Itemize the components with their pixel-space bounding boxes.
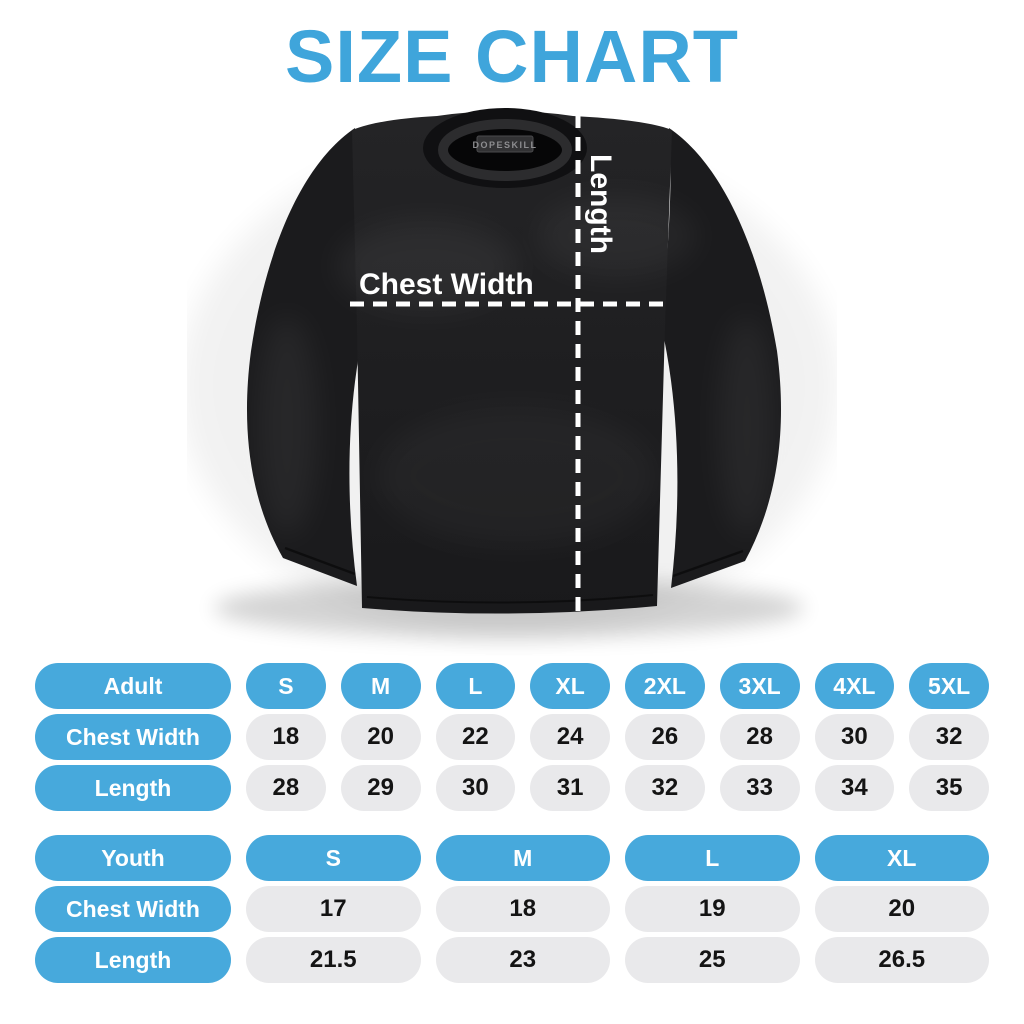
size-col-pill: 2XL [625, 663, 705, 709]
size-col-pill: M [435, 835, 610, 881]
adult-size-table: Adult S M L XL 2XL 3XL 4XL 5XL Chest Wid… [35, 663, 989, 811]
value-pill: 33 [719, 765, 800, 811]
measure-label-pill: Length [35, 765, 231, 811]
chest-width-label: Chest Width [359, 268, 534, 301]
value-pill: 17 [246, 886, 421, 932]
size-col-pill: 4XL [814, 663, 895, 709]
value-pill: 32 [909, 714, 989, 760]
size-col-pill: S [246, 835, 421, 881]
value-pill: 28 [719, 714, 800, 760]
value-pill: 21.5 [246, 937, 421, 983]
value-pill: 18 [246, 714, 326, 760]
shirt-figure: DOPESKILL Chest Width Length [187, 96, 837, 656]
value-pill: 25 [625, 937, 800, 983]
size-col-pill: 3XL [719, 663, 800, 709]
size-col-pill: XL [530, 663, 610, 709]
value-pill: 22 [435, 714, 516, 760]
value-pill: 20 [814, 886, 989, 932]
size-col-pill: 5XL [909, 663, 989, 709]
value-pill: 20 [340, 714, 421, 760]
value-pill: 30 [814, 714, 895, 760]
value-pill: 34 [814, 765, 895, 811]
value-pill: 32 [625, 765, 705, 811]
size-col-pill: L [625, 835, 800, 881]
value-pill: 19 [625, 886, 800, 932]
value-pill: 31 [530, 765, 610, 811]
value-pill: 29 [340, 765, 421, 811]
collar-tag-label: DOPESKILL [472, 140, 537, 150]
measure-label-pill: Chest Width [35, 886, 231, 932]
value-pill: 18 [435, 886, 610, 932]
size-col-pill: S [246, 663, 326, 709]
size-col-pill: M [340, 663, 421, 709]
value-pill: 30 [435, 765, 516, 811]
length-label: Length [584, 154, 617, 254]
value-pill: 23 [435, 937, 610, 983]
right-cuff-seam [672, 549, 744, 578]
adult-header-pill: Adult [35, 663, 231, 709]
value-pill: 24 [530, 714, 610, 760]
value-pill: 26 [625, 714, 705, 760]
value-pill: 26.5 [814, 937, 989, 983]
measure-label-pill: Length [35, 937, 231, 983]
youth-header-pill: Youth [35, 835, 231, 881]
left-cuff-seam [284, 546, 356, 576]
youth-size-table: Youth S M L XL Chest Width 17 18 19 20 L… [35, 835, 989, 983]
value-pill: 28 [246, 765, 326, 811]
measure-label-pill: Chest Width [35, 714, 231, 760]
size-tables: Adult S M L XL 2XL 3XL 4XL 5XL Chest Wid… [35, 663, 989, 983]
collar: DOPESKILL [423, 108, 587, 188]
shirt-svg: DOPESKILL Chest Width Length [187, 108, 837, 638]
size-col-pill: L [435, 663, 516, 709]
value-pill: 35 [909, 765, 989, 811]
hem-seam [366, 594, 654, 604]
page-title: SIZE CHART [285, 15, 739, 98]
collar-tag [476, 135, 534, 153]
size-col-pill: XL [814, 835, 989, 881]
